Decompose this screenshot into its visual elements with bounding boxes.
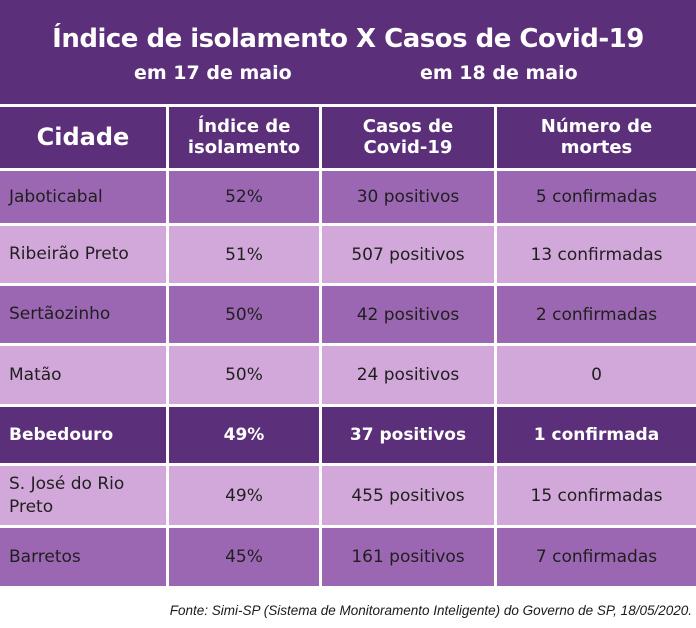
city-cell: Jaboticabal bbox=[0, 171, 166, 223]
isolation-date-label: em 17 de maio bbox=[134, 62, 292, 84]
cases-cell: 507 positivos bbox=[322, 226, 494, 283]
cases-cell: 24 positivos bbox=[322, 346, 494, 404]
city-cell: Matão bbox=[0, 346, 166, 404]
city-name: Bebedouro bbox=[9, 424, 114, 445]
header-deaths-label: Número de mortes bbox=[540, 115, 653, 158]
city-cell: S. José do Rio Preto bbox=[0, 466, 166, 525]
header-isolation: Índice de isolamento bbox=[169, 107, 319, 168]
city-name: Sertãozinho bbox=[9, 304, 111, 325]
table-row: Bebedouro 49% 37 positivos 1 confirmada bbox=[0, 407, 696, 463]
cases-date-label: em 18 de maio bbox=[420, 62, 578, 84]
table-row: S. José do Rio Preto 49% 455 positivos 15 c… bbox=[0, 466, 696, 525]
city-name: Matão bbox=[9, 364, 62, 385]
deaths-cell: 13 confirmadas bbox=[497, 226, 696, 283]
city-name: Barretos bbox=[9, 546, 81, 567]
isolation-cell: 51% bbox=[169, 226, 319, 283]
table-row: Jaboticabal 52% 30 positivos 5 confirmadas bbox=[0, 171, 696, 223]
header-cases-label: Casos de Covid-19 bbox=[362, 115, 454, 158]
deaths-cell: 15 confirmadas bbox=[497, 466, 696, 525]
covid-table-card: Índice de isolamento X Casos de Covid-19… bbox=[0, 0, 696, 586]
isolation-cell: 49% bbox=[169, 466, 319, 525]
header-deaths: Número de mortes bbox=[497, 107, 696, 168]
table-row: Ribeirão Preto 51% 507 positivos 13 confirm… bbox=[0, 226, 696, 283]
title-bar: Índice de isolamento X Casos de Covid-19… bbox=[0, 0, 696, 104]
deaths-cell: 2 confirmadas bbox=[497, 286, 696, 343]
cases-cell: 37 positivos bbox=[322, 407, 494, 463]
cases-cell: 161 positivos bbox=[322, 528, 494, 586]
deaths-cell: 0 bbox=[497, 346, 696, 404]
isolation-cell: 52% bbox=[169, 171, 319, 223]
city-cell: Sertãozinho bbox=[0, 286, 166, 343]
city-name: Jaboticabal bbox=[9, 186, 103, 207]
city-cell: Ribeirão Preto bbox=[0, 226, 166, 283]
cases-cell: 455 positivos bbox=[322, 466, 494, 525]
header-city: Cidade bbox=[0, 107, 166, 168]
city-name: S. José do Rio Preto bbox=[9, 474, 125, 517]
header-isolation-label: Índice de isolamento bbox=[187, 115, 301, 158]
table-header: Cidade Índice de isolamento Casos de Cov… bbox=[0, 107, 696, 168]
deaths-cell: 1 confirmada bbox=[497, 407, 696, 463]
isolation-cell: 50% bbox=[169, 346, 319, 404]
table-row: Barretos 45% 161 positivos 7 confirmadas bbox=[0, 528, 696, 586]
cases-cell: 42 positivos bbox=[322, 286, 494, 343]
isolation-cell: 45% bbox=[169, 528, 319, 586]
table-title: Índice de isolamento X Casos de Covid-19 bbox=[52, 24, 644, 54]
city-cell: Bebedouro bbox=[0, 407, 166, 463]
table-row: Sertãozinho 50% 42 positivos 2 confirmadas bbox=[0, 286, 696, 343]
isolation-cell: 50% bbox=[169, 286, 319, 343]
cases-cell: 30 positivos bbox=[322, 171, 494, 223]
deaths-cell: 5 confirmadas bbox=[497, 171, 696, 223]
header-cases: Casos de Covid-19 bbox=[322, 107, 494, 168]
isolation-cell: 49% bbox=[169, 407, 319, 463]
city-name: Ribeirão Preto bbox=[9, 244, 129, 265]
source-note: Fonte: Simi-SP (Sistema de Monitoramento… bbox=[169, 603, 692, 618]
deaths-cell: 7 confirmadas bbox=[497, 528, 696, 586]
table-row: Matão 50% 24 positivos 0 bbox=[0, 346, 696, 404]
city-cell: Barretos bbox=[0, 528, 166, 586]
